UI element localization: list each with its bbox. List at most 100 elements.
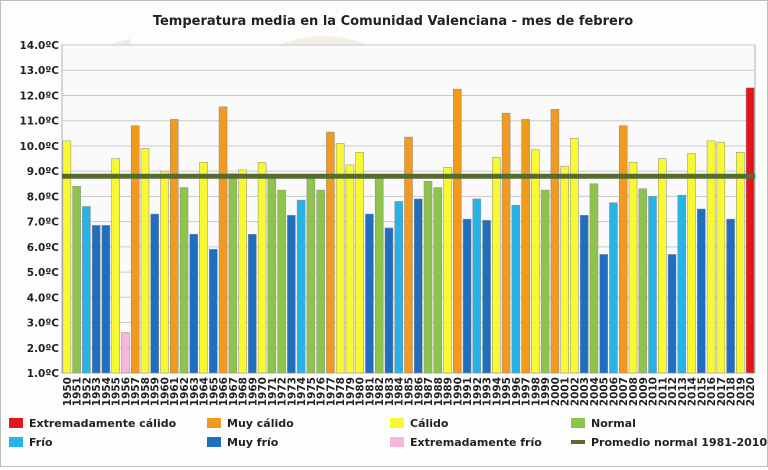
bar-1968: [238, 169, 247, 374]
legend-item-mf: Muy frío: [207, 436, 279, 449]
x-tick-label: 1986: [413, 377, 425, 406]
x-tick-label: 1992: [472, 377, 484, 406]
bar-2012: [667, 254, 677, 374]
legend-item-f: Frío: [9, 436, 53, 449]
x-tick-label: 1982: [374, 377, 386, 406]
bar-2013: [677, 194, 687, 374]
x-tick-label: 1957: [130, 377, 142, 406]
x-tick-label: 2014: [687, 377, 699, 406]
x-tick-label: 1977: [325, 377, 337, 406]
y-tick-label: 14.0ºC: [19, 40, 59, 52]
bar-1966: [218, 106, 228, 374]
x-tick-label: 1981: [364, 377, 376, 406]
legend-item-mc: Muy cálido: [207, 417, 294, 430]
bar-1953: [91, 225, 101, 374]
y-tick-label: 9.0ºC: [27, 166, 60, 178]
x-tick-label: 2007: [618, 377, 630, 406]
x-tick-label: 1976: [316, 377, 328, 406]
legend-label: Promedio normal 1981-2010: [591, 436, 767, 449]
legend: Extremadamente cálido Muy cálido Cálido Nor…: [9, 417, 767, 449]
bar-1957: [130, 125, 140, 374]
x-tick-label: 1954: [101, 377, 113, 406]
bar-1974: [296, 199, 306, 374]
bar-1967: [228, 173, 238, 374]
x-tick-label: 2016: [706, 377, 718, 406]
y-tick-label: 1.0ºC: [27, 368, 60, 380]
bar-1990: [453, 88, 462, 374]
x-tick-label: 1975: [306, 377, 318, 406]
legend-swatch: [9, 418, 23, 428]
legend-item-c: Cálido: [390, 417, 449, 430]
legend-swatch: [9, 437, 23, 447]
bar-1985: [404, 136, 413, 374]
x-tick-label: 2010: [648, 377, 660, 406]
x-tick-label: 1993: [482, 377, 494, 406]
legend-label: Muy cálido: [227, 417, 294, 430]
x-tick-label: 1967: [228, 377, 240, 406]
bar-1963: [189, 233, 199, 374]
bar-1952: [82, 206, 91, 374]
y-tick-label: 8.0ºC: [27, 191, 60, 203]
bar-1972: [277, 189, 286, 374]
x-tick-label: 1988: [433, 377, 445, 406]
x-tick-label: 2017: [716, 377, 728, 406]
x-tick-label: 2001: [560, 377, 572, 406]
bar-2018: [726, 218, 735, 374]
x-tick-label: 1996: [511, 377, 523, 406]
x-tick-label: 1962: [179, 377, 191, 406]
x-tick-label: 2011: [657, 377, 669, 406]
y-tick-label: 2.0ºC: [27, 343, 60, 355]
x-tick-label: 1980: [355, 377, 367, 406]
x-tick-label: 1991: [462, 377, 474, 406]
bar-1998: [531, 149, 540, 374]
x-tick-label: 1984: [394, 377, 406, 406]
x-tick-label: 2009: [638, 377, 650, 406]
x-tick-label: 1965: [208, 377, 220, 406]
legend-item-ef: Extremadamente frío: [390, 436, 542, 449]
y-tick-label: 12.0ºC: [19, 90, 59, 102]
y-tick-label: 6.0ºC: [27, 242, 60, 254]
bar-1969: [248, 233, 257, 374]
bar-1983: [384, 227, 394, 374]
bar-1988: [433, 187, 443, 374]
x-tick-label: 1968: [238, 377, 250, 406]
x-tick-label: 1970: [257, 377, 269, 406]
bar-2007: [618, 125, 628, 374]
bar-1989: [443, 167, 452, 374]
x-tick-label: 1951: [72, 377, 84, 406]
bar-1977: [326, 131, 335, 374]
x-tick-label: 1985: [404, 377, 416, 406]
x-tick-label: 2012: [667, 377, 679, 406]
x-tick-label: 1963: [189, 377, 201, 406]
bar-2011: [658, 158, 667, 374]
bar-1955: [111, 158, 120, 374]
legend-swatch: [207, 418, 221, 428]
x-tick-label: 2013: [677, 377, 689, 406]
x-tick-label: 2018: [726, 377, 738, 406]
x-tick-label: 2003: [579, 377, 591, 406]
bar-1979: [345, 164, 355, 374]
bar-2010: [648, 196, 657, 374]
x-tick-label: 1973: [286, 377, 298, 406]
x-tick-label: 1959: [150, 377, 162, 406]
x-axis-ticks: 1950195119521953195419551956195719581959…: [62, 377, 757, 406]
x-tick-label: 1966: [218, 377, 230, 406]
x-tick-label: 1998: [530, 377, 542, 406]
x-tick-label: 1995: [501, 377, 513, 406]
bar-1971: [267, 174, 277, 374]
bar-1978: [335, 143, 345, 374]
legend-label: Muy frío: [227, 436, 279, 449]
legend-swatch: [390, 418, 404, 428]
legend-swatch: [207, 437, 221, 447]
bar-2009: [638, 188, 648, 374]
y-axis-ticks: 1.0ºC 2.0ºC 3.0ºC 4.0ºC 5.0ºC 6.0ºC 7.0ºC 8.0ºC…: [19, 40, 59, 380]
bar-1993: [482, 220, 491, 374]
bar-2005: [599, 254, 608, 374]
bar-1987: [423, 180, 433, 374]
x-tick-label: 1989: [443, 377, 455, 406]
bar-2019: [736, 151, 745, 374]
bar-1965: [209, 249, 218, 374]
y-tick-label: 10.0ºC: [19, 141, 59, 153]
